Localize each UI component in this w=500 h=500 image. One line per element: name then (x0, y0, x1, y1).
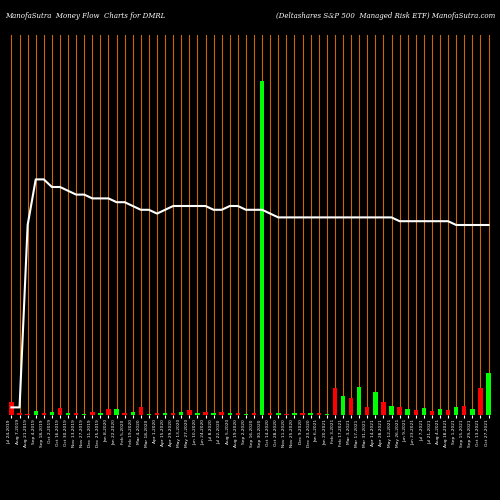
Bar (349, 398, 354, 415)
Bar (82, 414, 86, 415)
Bar (50, 412, 54, 415)
Bar (228, 412, 232, 415)
Bar (179, 412, 184, 415)
Bar (341, 396, 345, 415)
Bar (122, 413, 127, 415)
Text: (Deltashares S&P 500  Managed Risk ETF) ManofaSutra.com: (Deltashares S&P 500 Managed Risk ETF) M… (276, 12, 495, 20)
Bar (381, 402, 386, 415)
Bar (18, 413, 22, 415)
Bar (438, 410, 442, 415)
Bar (34, 411, 38, 415)
Bar (446, 410, 450, 415)
Bar (268, 413, 272, 415)
Bar (284, 414, 288, 415)
Bar (357, 386, 362, 415)
Bar (114, 410, 119, 415)
Bar (462, 406, 466, 415)
Bar (430, 411, 434, 415)
Bar (187, 410, 192, 415)
Bar (195, 414, 200, 415)
Bar (478, 388, 482, 415)
Bar (58, 408, 62, 415)
Bar (204, 412, 208, 415)
Bar (486, 373, 491, 415)
Bar (236, 414, 240, 415)
Bar (220, 412, 224, 415)
Bar (332, 388, 337, 415)
Bar (74, 414, 78, 415)
Bar (138, 406, 143, 415)
Bar (252, 413, 256, 415)
Bar (9, 402, 14, 415)
Bar (454, 408, 458, 415)
Bar (90, 412, 94, 415)
Bar (212, 413, 216, 415)
Bar (26, 414, 30, 415)
Bar (66, 412, 70, 415)
Bar (244, 414, 248, 415)
Bar (163, 413, 168, 415)
Bar (414, 410, 418, 415)
Bar (308, 413, 313, 415)
Bar (316, 414, 321, 415)
Bar (292, 413, 296, 415)
Bar (422, 408, 426, 415)
Bar (106, 409, 110, 415)
Text: ManofaSutra  Money Flow  Charts for DMRL: ManofaSutra Money Flow Charts for DMRL (5, 12, 165, 20)
Bar (406, 410, 410, 415)
Bar (324, 414, 329, 415)
Bar (98, 414, 102, 415)
Bar (155, 412, 159, 415)
Bar (260, 80, 264, 415)
Bar (398, 408, 402, 415)
Bar (365, 408, 370, 415)
Bar (42, 414, 46, 415)
Bar (470, 410, 474, 415)
Bar (373, 392, 378, 415)
Bar (171, 414, 175, 415)
Bar (146, 414, 151, 415)
Bar (390, 406, 394, 415)
Bar (300, 414, 305, 415)
Bar (276, 414, 280, 415)
Bar (130, 412, 135, 415)
